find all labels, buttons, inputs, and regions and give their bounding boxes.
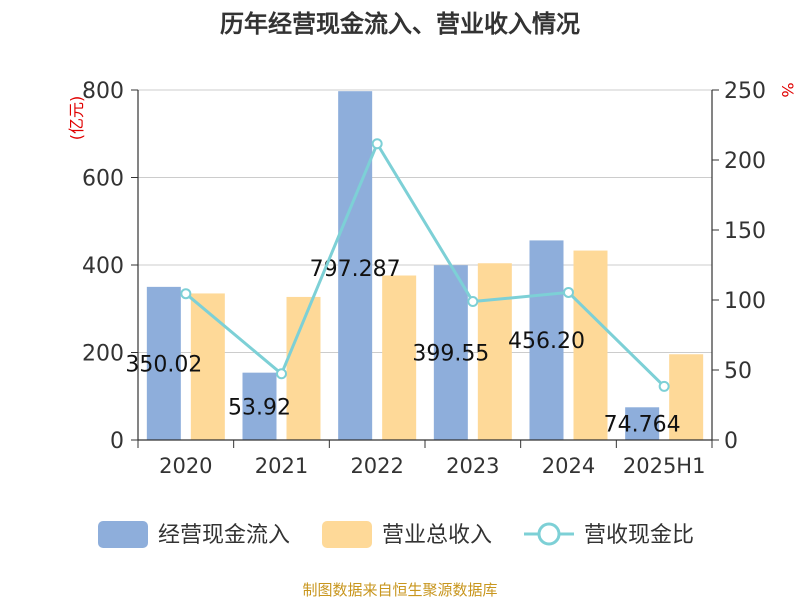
left-tick-label: 600: [82, 167, 124, 192]
bar-revenue[interactable]: [669, 354, 704, 440]
right-tick-label: 200: [724, 149, 766, 174]
x-tick-label: 2020: [159, 454, 212, 478]
right-axis-unit: %: [778, 82, 797, 97]
source-note: 制图数据来自恒生聚源数据库: [302, 581, 497, 599]
ratio-point[interactable]: [276, 368, 287, 380]
left-tick-label: 400: [82, 254, 124, 279]
right-tick-label: 250: [724, 79, 766, 104]
legend-swatch[interactable]: [322, 521, 372, 548]
ratio-point[interactable]: [563, 286, 574, 298]
grid: [138, 89, 712, 353]
ratio-point[interactable]: [467, 296, 479, 308]
x-tick-label: 2024: [542, 454, 595, 478]
x-tick-label: 2023: [446, 454, 499, 478]
ratio-point[interactable]: [658, 380, 670, 392]
chart-title: 历年经营现金流入、营业收入情况: [220, 10, 580, 38]
x-tick-label: 2021: [255, 454, 308, 478]
bar-data-label: 350.02: [125, 352, 202, 377]
bar-cash-inflow[interactable]: [529, 240, 564, 440]
ratio-line-path: [184, 140, 666, 388]
right-tick-label: 50: [724, 359, 752, 384]
left-tick-label: 200: [82, 342, 124, 367]
ratio-point[interactable]: [180, 288, 192, 300]
bar-cash-inflow[interactable]: [433, 265, 468, 440]
bar-cash-inflow[interactable]: [338, 91, 373, 440]
bar-revenue[interactable]: [573, 250, 608, 440]
legend[interactable]: 经营现金流入 营业总收入 营收现金比: [98, 521, 694, 548]
bar-data-label: 53.92: [228, 395, 291, 420]
legend-swatch-marker[interactable]: [537, 522, 561, 546]
legend-swatch[interactable]: [98, 521, 148, 548]
right-tick-label: 0: [724, 429, 738, 454]
right-tick-label: 100: [724, 289, 766, 314]
legend-label[interactable]: 营收现金比: [584, 523, 694, 548]
bar-cash-inflow[interactable]: [146, 286, 181, 440]
left-tick-label: 0: [110, 429, 124, 454]
bar-cash-inflow[interactable]: [242, 372, 277, 440]
ratio-point[interactable]: [371, 138, 383, 150]
bar-revenue[interactable]: [190, 293, 225, 440]
legend-label[interactable]: 经营现金流入: [158, 523, 290, 548]
left-axis-unit: (亿元): [67, 96, 86, 141]
left-tick-label: 800: [82, 79, 124, 104]
bar-data-label: 74.764: [604, 413, 681, 438]
bar-cash-inflow[interactable]: [625, 407, 660, 440]
x-tick-label: 2025H1: [623, 454, 706, 478]
bar-revenue[interactable]: [382, 275, 417, 441]
bar-data-label: 399.55: [412, 342, 489, 367]
bars: [146, 91, 704, 441]
legend-label[interactable]: 营业总收入: [382, 523, 492, 548]
bar-data-label: 456.20: [508, 329, 585, 354]
bar-revenue[interactable]: [477, 263, 512, 440]
x-tick-label: 2022: [350, 454, 403, 478]
right-tick-label: 150: [724, 219, 766, 244]
axes: 0 200 400 600 800 0 50 100 150 200 250 2020 2021 2022…: [82, 79, 766, 478]
ratio-line: [180, 138, 670, 392]
